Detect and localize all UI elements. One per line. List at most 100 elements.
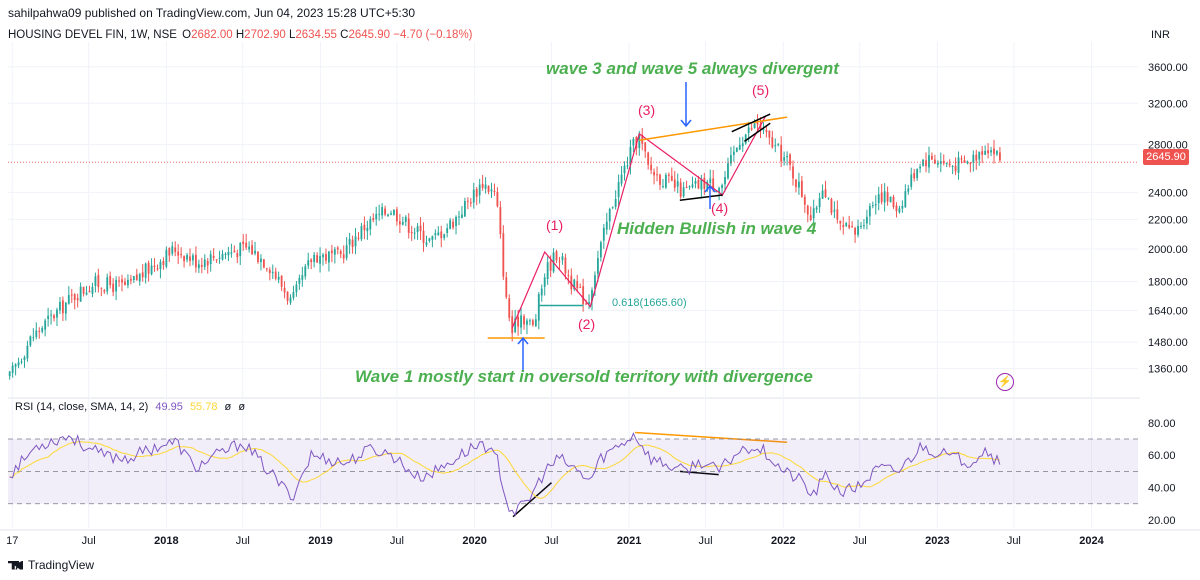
candle-body	[280, 275, 283, 287]
candle-body	[115, 280, 118, 292]
rsi-band	[8, 439, 1138, 504]
candle-body	[212, 255, 215, 259]
candle-body	[378, 213, 381, 215]
price-tick-label: 2400.00	[1148, 187, 1188, 199]
candle-body	[531, 320, 534, 325]
candle-body	[260, 258, 262, 262]
candle-body	[452, 221, 454, 228]
candle-body	[186, 255, 188, 260]
rsi-value: 49.95	[155, 401, 183, 413]
candle-body	[990, 150, 992, 153]
candle-body	[17, 362, 20, 366]
candle-body	[333, 249, 336, 255]
candle-body	[747, 127, 750, 134]
rsi-extra-2: ø	[238, 401, 246, 413]
candle-body	[936, 163, 939, 165]
candle-body	[520, 315, 522, 328]
candle-body	[744, 134, 747, 144]
candle-body	[517, 316, 520, 327]
candle-body	[109, 275, 112, 286]
price-tick-label: 3600.00	[1148, 62, 1188, 74]
candle-body	[262, 259, 265, 268]
wave-label-5: (5)	[752, 82, 770, 98]
candle-body	[540, 288, 543, 296]
candle-body	[141, 272, 144, 278]
candle-body	[265, 268, 268, 270]
candle-body	[481, 183, 484, 188]
time-tick-label: 2023	[925, 535, 949, 547]
candle-body	[871, 204, 874, 206]
candle-body	[883, 191, 886, 203]
candle-body	[455, 216, 457, 226]
candle-body	[939, 161, 942, 164]
candle-body	[336, 247, 339, 250]
candle-body	[236, 253, 239, 258]
candle-body	[721, 185, 723, 189]
candle-body	[969, 162, 972, 165]
candle-body	[70, 294, 73, 296]
time-tick-label: 2019	[308, 535, 332, 547]
price-axis: 1360.00 1480.00 1640.00 1800.00 2000.00 2200.…	[1148, 62, 1188, 376]
time-tick-label: Jul	[544, 535, 558, 547]
time-tick-label: Jul	[853, 535, 867, 547]
candle-body	[978, 151, 981, 160]
candle-body	[815, 207, 818, 210]
flash-icon[interactable]: ⚡	[996, 373, 1014, 391]
candle-body	[676, 181, 679, 187]
candlesticks	[8, 114, 1001, 380]
candle-body	[466, 200, 469, 202]
candle-body	[664, 174, 667, 188]
candle-body	[316, 255, 319, 263]
candle-body	[197, 264, 200, 269]
candle-body	[865, 216, 868, 224]
candle-body	[916, 168, 919, 179]
candle-body	[972, 154, 975, 163]
candle-body	[328, 251, 330, 263]
rsi-title: RSI (14, close, SMA, 14, 2)	[15, 401, 149, 413]
time-tick-label: Jul	[699, 535, 713, 547]
candle-body	[298, 278, 301, 284]
candle-body	[434, 233, 437, 236]
candle-body	[845, 223, 848, 226]
candle-body	[555, 251, 558, 261]
candle-body	[200, 264, 203, 267]
candle-body	[422, 230, 425, 243]
symbol-title: HOUSING DEVEL FIN, 1W, NSE	[8, 29, 177, 41]
candle-body	[478, 184, 481, 196]
candle-body	[821, 190, 824, 199]
tradingview-logo-icon	[8, 560, 23, 570]
candle-body	[351, 239, 354, 248]
candle-body	[458, 216, 460, 218]
time-tick-label: 2021	[617, 535, 641, 547]
candle-body	[579, 286, 582, 288]
candle-body	[786, 155, 789, 158]
candle-body	[493, 190, 496, 192]
candle-body	[718, 187, 721, 193]
fib-level-label: 0.618(1665.60)	[612, 297, 687, 309]
candle-body	[345, 245, 348, 258]
candle-body	[73, 294, 76, 300]
candle-body	[954, 165, 957, 172]
candle-body	[194, 254, 197, 268]
candle-body	[806, 205, 809, 215]
candle-body	[632, 138, 635, 146]
candle-body	[183, 256, 186, 262]
wave4-support-line	[679, 194, 723, 201]
ohlc-open-label: O	[182, 29, 192, 41]
up-arrow-wave4-head	[704, 184, 716, 193]
candle-body	[230, 252, 233, 254]
candle-body	[534, 319, 537, 327]
time-gridlines	[11, 42, 1093, 528]
candle-body	[709, 178, 712, 183]
candle-body	[242, 241, 245, 245]
candle-body	[753, 123, 756, 129]
candle-body	[703, 177, 706, 189]
candle-body	[730, 155, 732, 164]
candle-body	[469, 202, 472, 204]
candle-body	[780, 144, 783, 162]
ohlc-close: C2645.90	[340, 29, 390, 41]
rsi-legend: RSI (14, close, SMA, 14, 2) 49.95 55.78 …	[15, 401, 245, 413]
candle-body	[360, 226, 363, 240]
candle-body	[886, 192, 889, 202]
candle-body	[248, 246, 251, 250]
